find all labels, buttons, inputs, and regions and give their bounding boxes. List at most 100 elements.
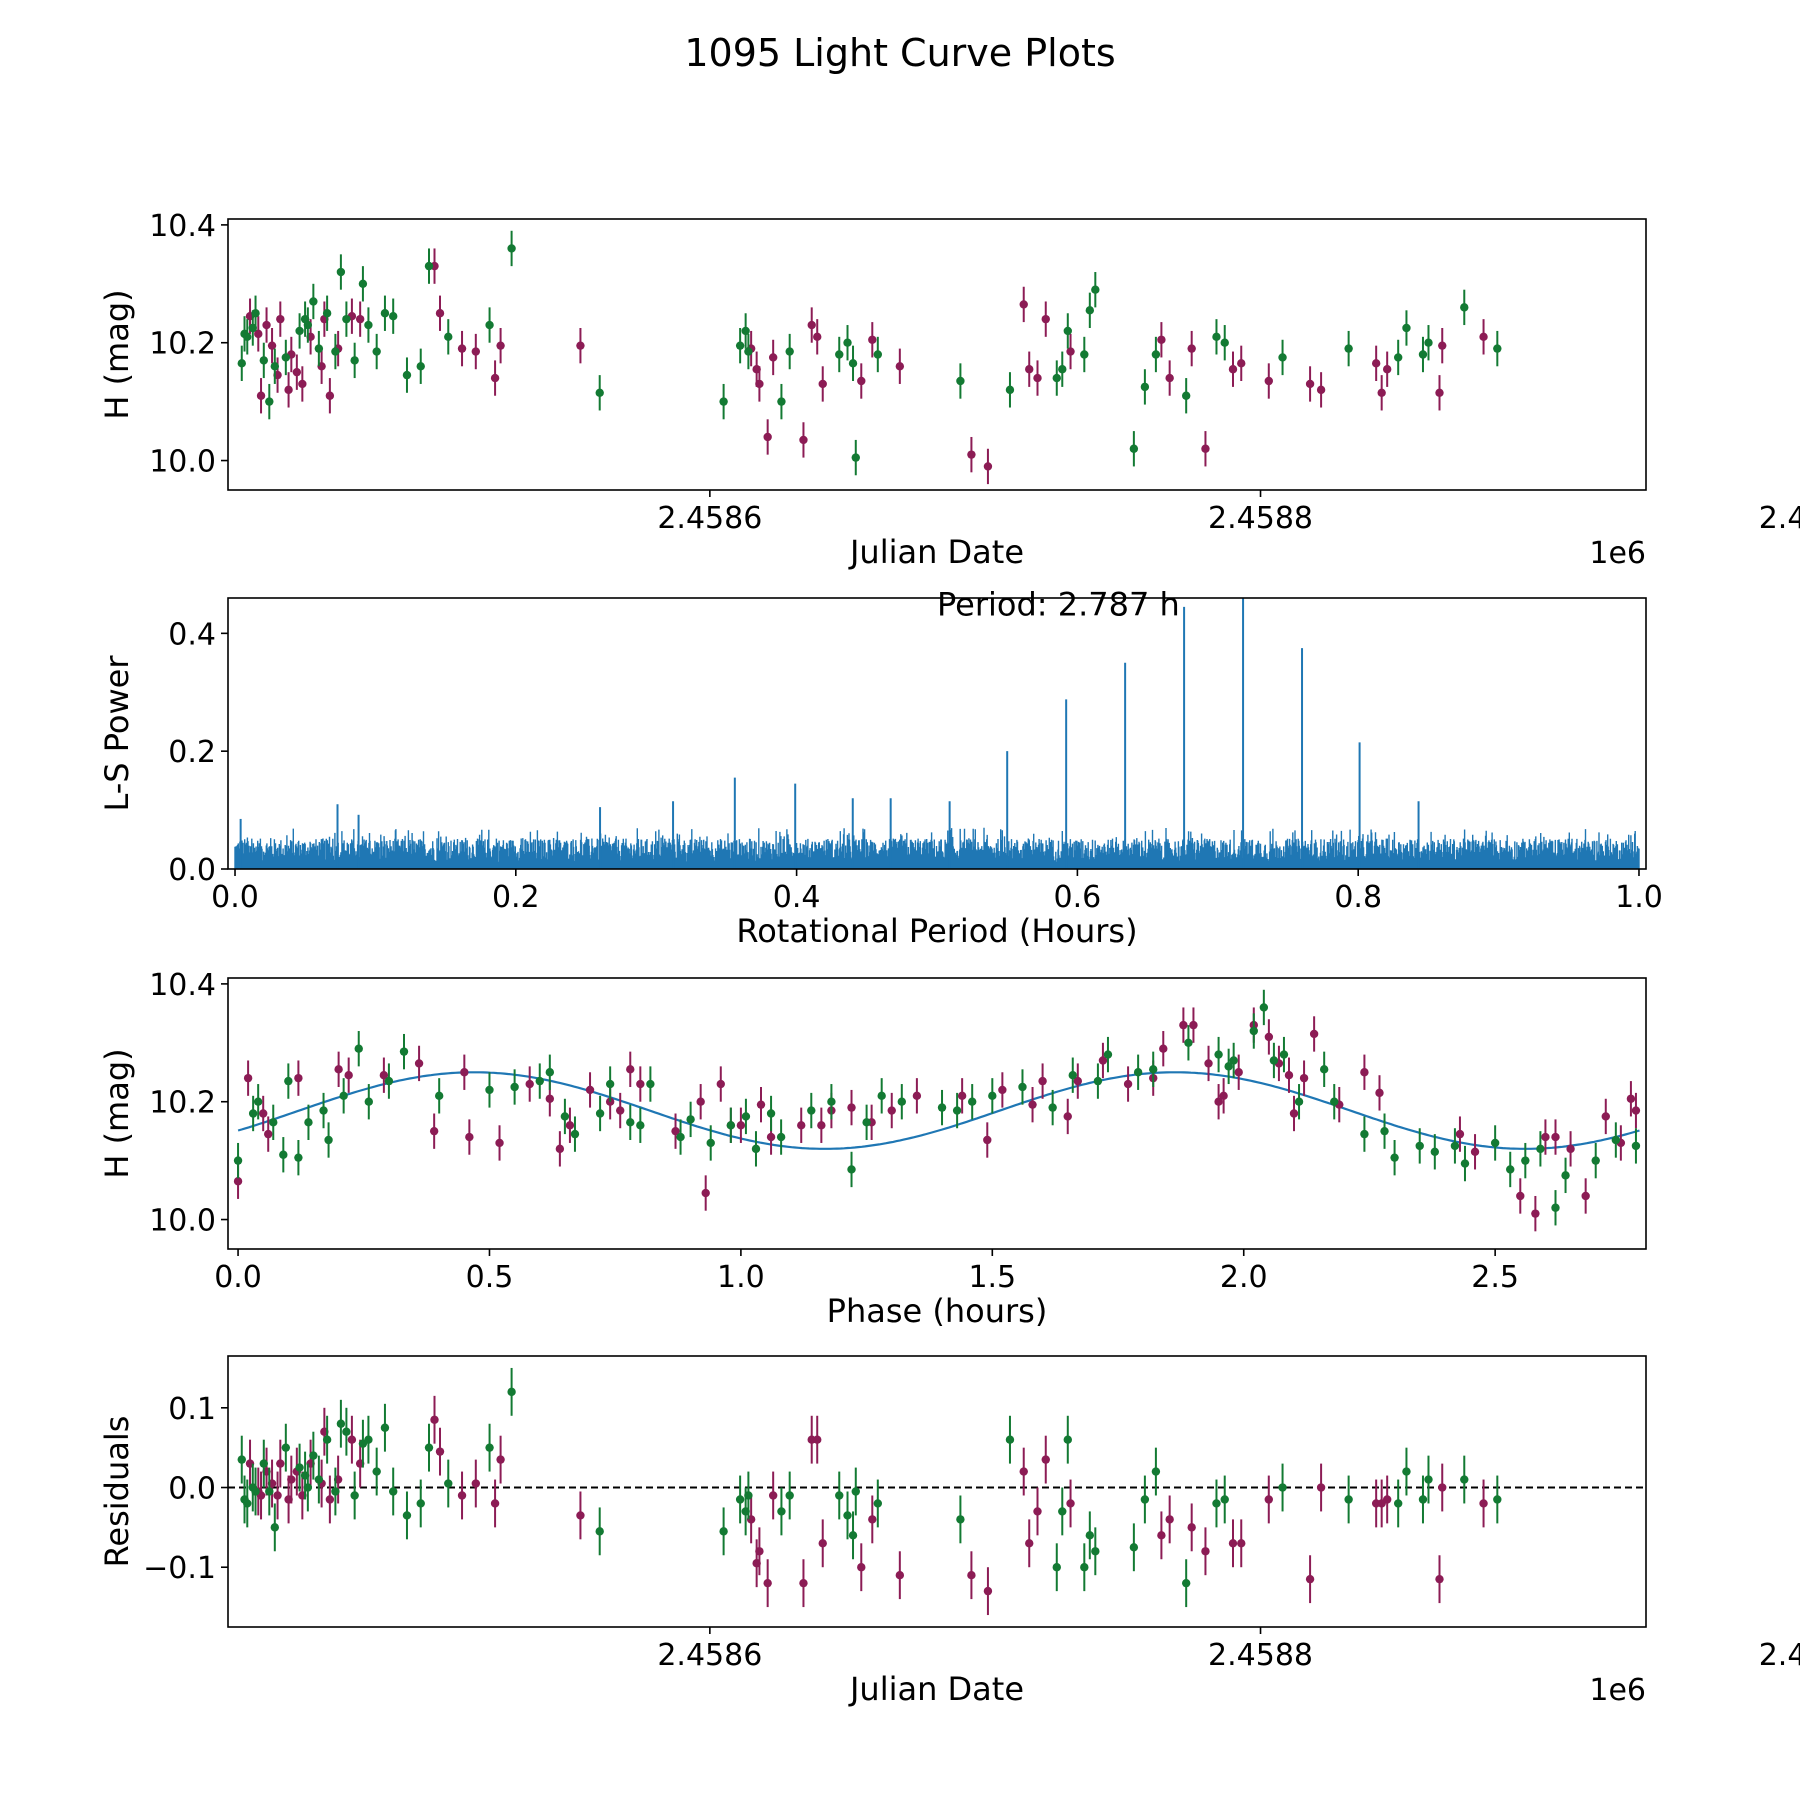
data-point: [1551, 1203, 1560, 1212]
data-point: [344, 1071, 353, 1080]
data-point: [1214, 1097, 1223, 1106]
periodogram-axes-frame: [227, 597, 1647, 870]
residuals-axes-frame: [227, 1355, 1647, 1628]
data-point: [1360, 1129, 1369, 1139]
series-green: [233, 989, 1641, 1226]
data-point: [868, 1515, 877, 1524]
data-point: [755, 1547, 764, 1556]
data-point: [1344, 1495, 1353, 1504]
data-point: [957, 1091, 967, 1101]
data-point: [887, 1106, 896, 1115]
data-point: [1187, 1523, 1196, 1532]
data-point: [1129, 1543, 1139, 1552]
data-point: [1330, 1097, 1339, 1106]
data-point: [281, 1443, 291, 1452]
x-tick-label: 0.8: [1334, 880, 1382, 915]
data-point: [273, 1491, 282, 1500]
residuals-y-axis-label: Residuals: [98, 1416, 136, 1568]
data-point: [848, 1531, 858, 1540]
data-point: [1490, 1138, 1500, 1148]
data-point: [818, 1539, 827, 1548]
data-point: [1415, 1141, 1424, 1151]
x-tick-label: 0.4: [773, 880, 821, 915]
data-point: [777, 397, 786, 406]
data-point: [1123, 1079, 1133, 1089]
data-point: [1179, 1020, 1188, 1030]
data-point: [1299, 1073, 1309, 1083]
data-point: [1360, 1068, 1369, 1077]
data-point: [457, 1491, 467, 1500]
data-point: [435, 309, 445, 318]
data-point: [873, 1499, 883, 1508]
data-point: [1438, 1483, 1447, 1492]
data-point: [706, 1138, 715, 1148]
data-point: [485, 1443, 494, 1452]
phased_curve-plot-area: [233, 989, 1641, 1232]
data-point: [719, 1527, 728, 1536]
data-point: [243, 332, 252, 342]
data-point: [1316, 1483, 1326, 1492]
periodogram-x-axis-label: Rotational Period (Hours): [736, 912, 1137, 950]
data-point: [1189, 1020, 1198, 1030]
data-point: [1063, 326, 1072, 336]
data-point: [1382, 365, 1392, 374]
data-point: [294, 1153, 303, 1162]
data-point: [303, 1483, 313, 1492]
x-tick-label: 2.0: [1220, 1260, 1268, 1295]
data-point: [1041, 314, 1050, 324]
data-point: [1344, 344, 1353, 353]
data-point: [1377, 388, 1386, 397]
data-point: [267, 341, 277, 350]
data-point: [248, 1109, 258, 1118]
data-point: [256, 391, 266, 400]
data-point: [270, 1523, 280, 1532]
data-point: [848, 359, 858, 368]
data-point: [1294, 1097, 1304, 1106]
data-point: [424, 1443, 434, 1452]
data-point: [1305, 379, 1315, 389]
data-point: [1561, 1171, 1570, 1180]
data-point: [1566, 1144, 1575, 1154]
data-point: [1028, 1100, 1037, 1109]
data-point: [1493, 344, 1502, 353]
data-point: [402, 1511, 412, 1520]
data-point: [1591, 1156, 1600, 1165]
data-point: [1005, 385, 1015, 395]
data-point: [444, 332, 453, 342]
data-point: [1289, 1109, 1299, 1118]
data-point: [897, 1097, 907, 1106]
data-point: [444, 1479, 453, 1488]
data-point: [1493, 1495, 1502, 1504]
light_curve-y-axis-label: H (mag): [98, 289, 136, 419]
data-point: [1033, 373, 1042, 383]
data-point: [1038, 1076, 1047, 1086]
data-point: [967, 1097, 977, 1106]
data-point: [430, 1415, 439, 1424]
data-point: [287, 1475, 296, 1484]
data-point: [322, 309, 332, 318]
data-point: [265, 397, 274, 406]
data-point: [605, 1079, 615, 1089]
data-point: [334, 1065, 343, 1074]
x-offset-label: 1e6: [1589, 1673, 1646, 1708]
data-point: [1506, 1165, 1515, 1174]
x-tick-label: 2.4590: [1759, 1638, 1800, 1673]
data-point: [336, 1419, 346, 1428]
data-point: [1157, 335, 1166, 344]
data-point: [276, 1459, 285, 1468]
panel-light_curve: 2.45862.45882.45902.45922.459410.010.210…: [98, 209, 1800, 571]
y-tick-label: 0.4: [168, 617, 216, 652]
data-point: [1085, 306, 1095, 315]
data-point: [496, 341, 505, 350]
data-point: [1460, 1159, 1470, 1168]
light_curve-x-axis-label: Julian Date: [848, 533, 1024, 571]
data-point: [295, 326, 304, 336]
data-point: [967, 1570, 976, 1580]
data-point: [1424, 1475, 1433, 1484]
data-point: [1278, 1483, 1287, 1492]
data-point: [565, 1121, 575, 1130]
data-point: [525, 1079, 534, 1089]
x-tick-label: 0.5: [466, 1260, 514, 1295]
data-point: [1551, 1132, 1560, 1142]
data-point: [912, 1091, 922, 1101]
